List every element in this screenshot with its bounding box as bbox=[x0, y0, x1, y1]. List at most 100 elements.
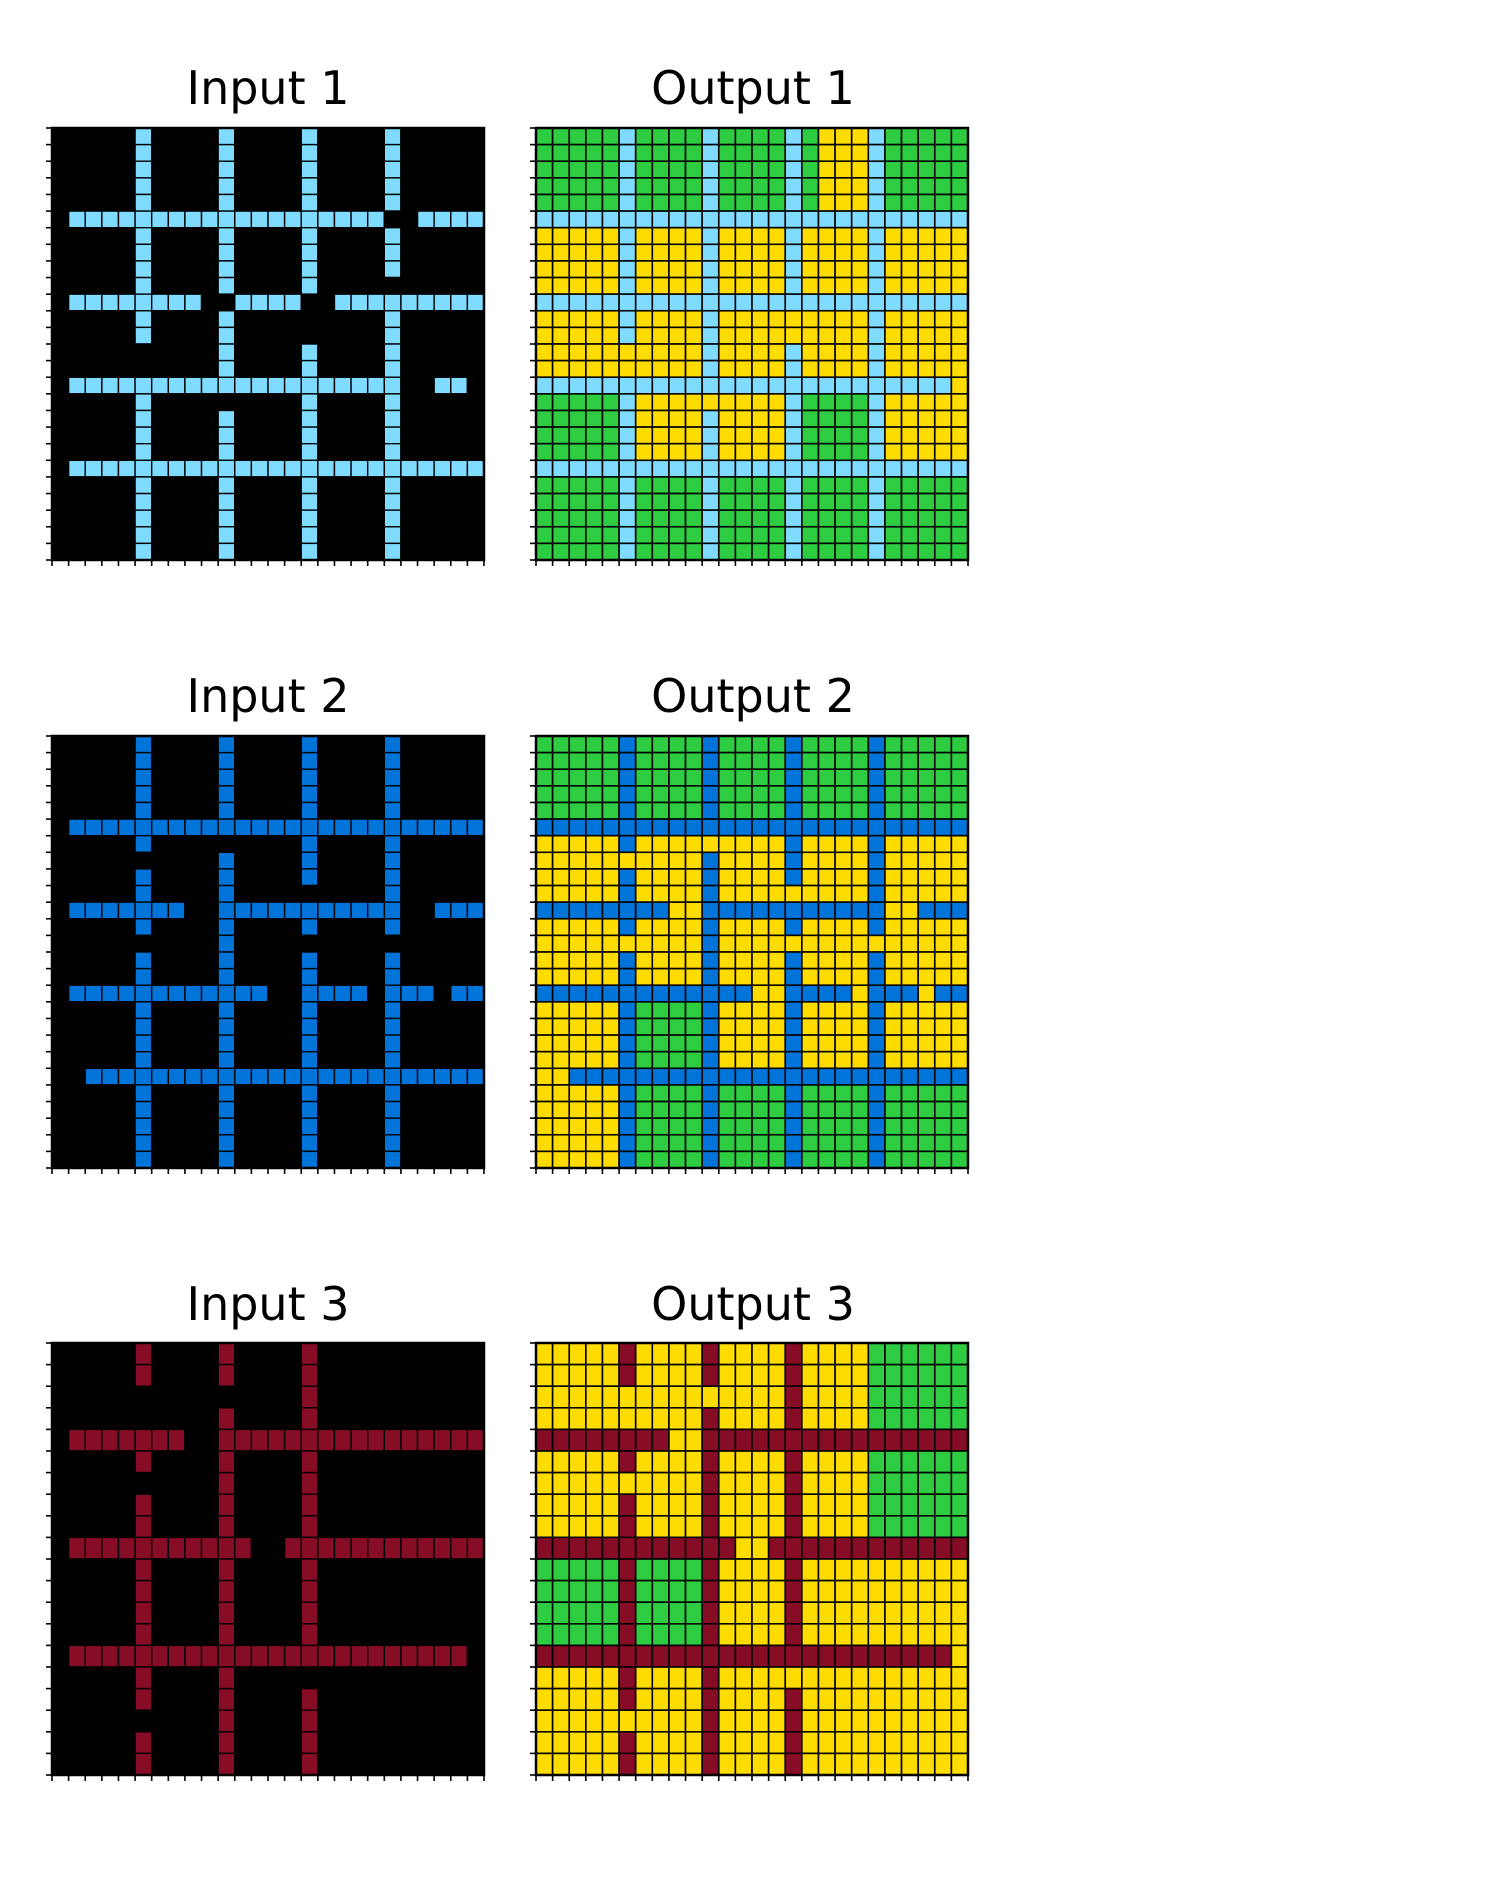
grid-cell bbox=[933, 1493, 953, 1517]
grid-cell bbox=[300, 818, 319, 837]
grid-cell bbox=[184, 1034, 203, 1053]
grid-cell bbox=[67, 1493, 86, 1517]
grid-cell bbox=[184, 1623, 203, 1647]
grid-cell bbox=[767, 1342, 787, 1366]
grid-cell bbox=[300, 1407, 319, 1431]
grid-cell bbox=[801, 967, 820, 987]
grid-cell bbox=[217, 1687, 236, 1711]
grid-cell bbox=[84, 1407, 103, 1431]
grid-cell bbox=[416, 276, 435, 295]
grid-cell bbox=[767, 243, 787, 262]
grid-cell bbox=[784, 1067, 803, 1086]
grid-cell bbox=[134, 409, 153, 428]
grid-cell bbox=[684, 751, 703, 771]
grid-cell bbox=[684, 1623, 703, 1647]
grid-cell bbox=[300, 260, 319, 279]
grid-cell bbox=[416, 226, 435, 246]
grid-cell bbox=[701, 243, 720, 262]
grid-cell bbox=[333, 1644, 352, 1668]
grid-cell bbox=[801, 917, 820, 937]
grid-cell bbox=[200, 143, 219, 162]
grid-cell bbox=[933, 868, 953, 887]
grid-cell bbox=[834, 492, 853, 511]
grid-cell bbox=[51, 1601, 70, 1625]
grid-cell bbox=[300, 1450, 319, 1474]
grid-cell bbox=[585, 1709, 604, 1733]
grid-cell bbox=[618, 735, 637, 754]
grid-cell bbox=[634, 1067, 654, 1086]
grid-cell bbox=[150, 459, 170, 478]
grid-cell bbox=[283, 160, 302, 179]
grid-cell bbox=[51, 310, 70, 329]
grid-cell bbox=[784, 934, 803, 953]
grid-cell bbox=[350, 442, 369, 462]
grid-cell bbox=[867, 1644, 886, 1668]
grid-cell bbox=[134, 1050, 153, 1070]
grid-cell bbox=[917, 1515, 936, 1539]
grid-cell bbox=[801, 426, 820, 445]
grid-cell bbox=[84, 1034, 103, 1053]
grid-cell bbox=[150, 243, 170, 262]
grid-cell bbox=[283, 393, 302, 412]
grid-cell bbox=[134, 1134, 153, 1153]
grid-cell bbox=[734, 409, 753, 428]
grid-cell bbox=[535, 801, 554, 820]
grid-cell bbox=[466, 343, 485, 362]
grid-cell bbox=[300, 1601, 319, 1625]
grid-cell bbox=[150, 293, 170, 312]
grid-cell bbox=[250, 901, 269, 920]
grid-cell bbox=[701, 193, 720, 212]
grid-cell bbox=[751, 393, 770, 412]
grid-cell bbox=[535, 1034, 554, 1053]
grid-cell bbox=[585, 243, 604, 262]
grid-cell bbox=[283, 1407, 302, 1431]
grid-cell bbox=[734, 1001, 753, 1020]
grid-cell bbox=[634, 1709, 654, 1733]
grid-cell bbox=[834, 768, 853, 787]
grid-cell bbox=[585, 884, 604, 903]
grid-cell bbox=[217, 1515, 236, 1539]
grid-cell bbox=[184, 210, 203, 229]
grid-cell bbox=[684, 1117, 703, 1136]
grid-cell bbox=[250, 1117, 269, 1136]
grid-cell bbox=[535, 818, 554, 837]
grid-cell bbox=[300, 177, 319, 196]
grid-cell bbox=[84, 243, 103, 262]
grid-cell bbox=[867, 818, 886, 837]
grid-cell bbox=[433, 1117, 452, 1136]
grid-cell bbox=[668, 1579, 687, 1603]
grid-cell bbox=[383, 1471, 402, 1495]
grid-cell bbox=[217, 1134, 236, 1153]
grid-cell bbox=[701, 951, 720, 970]
grid-cell bbox=[184, 1709, 203, 1733]
grid-cell bbox=[234, 1493, 253, 1517]
grid-cell bbox=[466, 243, 485, 262]
grid-cell bbox=[300, 409, 319, 428]
grid-cell bbox=[217, 967, 236, 986]
grid-cell bbox=[67, 1001, 86, 1020]
grid-cell bbox=[917, 1150, 936, 1169]
grid-cell bbox=[734, 127, 753, 146]
grid-cell bbox=[817, 751, 836, 771]
grid-cell bbox=[250, 426, 269, 445]
grid-cell bbox=[101, 276, 120, 295]
grid-cell bbox=[150, 984, 170, 1003]
grid-cell bbox=[250, 834, 269, 854]
grid-cell bbox=[234, 884, 253, 903]
grid-cell bbox=[917, 343, 936, 362]
grid-cell bbox=[834, 967, 853, 987]
grid-cell bbox=[184, 343, 203, 362]
grid-cell bbox=[184, 1536, 203, 1560]
grid-cell bbox=[450, 542, 469, 561]
grid-cell bbox=[267, 193, 286, 212]
grid-cell bbox=[150, 918, 170, 937]
grid-cell bbox=[466, 409, 485, 428]
grid-cell bbox=[117, 868, 136, 887]
grid-cell bbox=[184, 426, 203, 445]
grid-cell bbox=[734, 160, 753, 179]
grid-cell bbox=[817, 1363, 836, 1387]
grid-cell bbox=[51, 359, 70, 378]
grid-cell bbox=[884, 1117, 903, 1136]
grid-cell bbox=[67, 1515, 86, 1539]
grid-cell bbox=[618, 243, 637, 262]
